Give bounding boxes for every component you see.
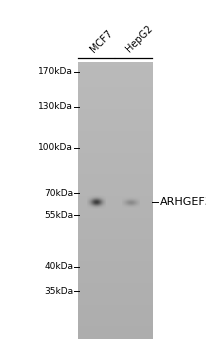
Text: HepG2: HepG2 — [124, 23, 154, 54]
Text: 170kDa: 170kDa — [38, 67, 73, 76]
Text: 35kDa: 35kDa — [44, 287, 73, 296]
Text: 40kDa: 40kDa — [44, 262, 73, 271]
Text: 70kDa: 70kDa — [44, 189, 73, 198]
Text: 55kDa: 55kDa — [44, 211, 73, 220]
Text: 130kDa: 130kDa — [38, 102, 73, 111]
Text: 100kDa: 100kDa — [38, 143, 73, 152]
Text: MCF7: MCF7 — [89, 28, 115, 54]
Text: ARHGEF3: ARHGEF3 — [160, 197, 206, 207]
